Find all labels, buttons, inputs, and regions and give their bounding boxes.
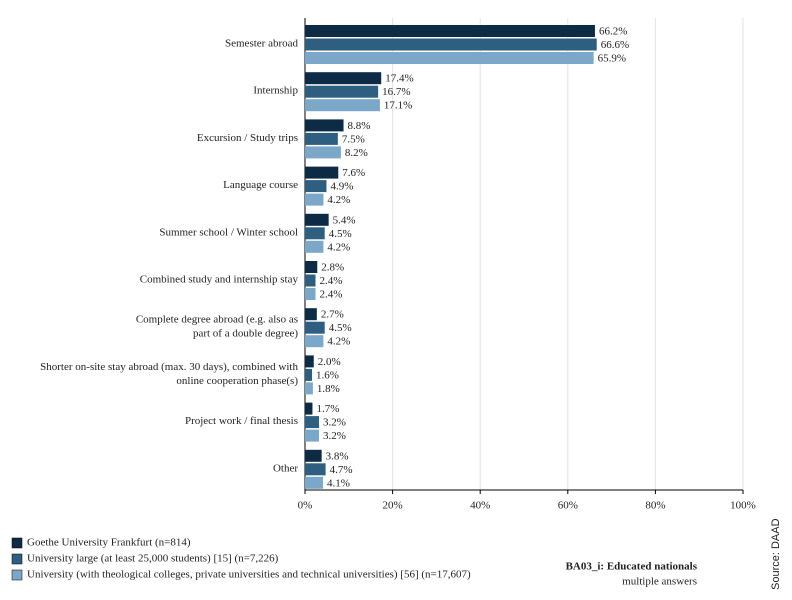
bar xyxy=(305,463,326,476)
bar xyxy=(305,119,344,132)
bar xyxy=(305,99,380,112)
value-label: 2.0% xyxy=(318,356,341,368)
x-tick-label: 60% xyxy=(558,500,578,512)
bar xyxy=(305,72,382,85)
bar xyxy=(305,240,324,253)
category-label: Language course xyxy=(223,179,298,191)
value-label: 7.6% xyxy=(342,167,365,179)
value-label: 4.2% xyxy=(327,241,350,253)
bar xyxy=(305,335,324,348)
value-label: 3.2% xyxy=(323,417,346,429)
bar xyxy=(305,274,316,287)
value-label: 4.1% xyxy=(327,477,350,489)
bar xyxy=(305,193,324,206)
category-label: online cooperation phase(s) xyxy=(176,375,298,387)
bar xyxy=(305,25,595,37)
value-label: 3.8% xyxy=(326,450,349,462)
x-tick-label: 100% xyxy=(730,500,756,512)
value-label: 8.2% xyxy=(345,147,368,159)
legend-label: University large (at least 25,000 studen… xyxy=(27,553,279,565)
category-label: Other xyxy=(273,462,298,474)
source: Source: DAAD xyxy=(770,518,782,590)
value-label: 2.7% xyxy=(321,309,344,321)
bar xyxy=(305,449,322,462)
value-label: 2.4% xyxy=(320,289,343,301)
bar xyxy=(305,180,327,193)
x-tick-label: 0% xyxy=(298,500,313,512)
bar xyxy=(305,213,329,226)
bar xyxy=(305,132,338,145)
value-label: 4.2% xyxy=(327,336,350,348)
bar xyxy=(305,261,318,273)
bar xyxy=(305,166,339,179)
bar xyxy=(305,308,317,321)
value-label: 1.7% xyxy=(316,403,339,415)
value-label: 3.2% xyxy=(323,430,346,442)
category-label: Combined study and internship stay xyxy=(140,274,299,286)
category-label: part of a double degree) xyxy=(193,328,298,340)
bar xyxy=(305,146,341,159)
value-label: 4.5% xyxy=(329,228,352,240)
category-label: Semester abroad xyxy=(225,38,298,50)
value-label: 4.7% xyxy=(330,464,353,476)
value-label: 66.2% xyxy=(599,26,627,38)
bar xyxy=(305,85,379,98)
category-label: Excursion / Study trips xyxy=(197,132,298,144)
bar xyxy=(305,321,325,334)
bar xyxy=(305,402,313,415)
category-label: Complete degree abroad (e.g. also as xyxy=(136,314,298,326)
value-label: 2.4% xyxy=(320,275,343,287)
value-label: 17.4% xyxy=(385,73,413,85)
category-label: Project work / final thesis xyxy=(185,415,298,427)
value-label: 7.5% xyxy=(342,133,365,145)
category-label: Summer school / Winter school xyxy=(159,226,298,238)
legend-label: Goethe University Frankfurt (n=814) xyxy=(27,537,191,549)
bar xyxy=(305,355,314,368)
value-label: 5.4% xyxy=(333,214,356,226)
bar xyxy=(305,52,594,64)
value-label: 4.5% xyxy=(329,322,352,334)
bar xyxy=(305,429,320,442)
legend-swatch xyxy=(11,553,23,565)
value-label: 1.8% xyxy=(317,383,340,395)
legend-swatch xyxy=(11,537,23,549)
x-tick-label: 80% xyxy=(645,500,665,512)
bar xyxy=(305,288,316,300)
value-label: 8.8% xyxy=(348,120,371,132)
value-label: 17.1% xyxy=(384,100,412,112)
value-label: 66.6% xyxy=(601,39,629,51)
category-label: Internship xyxy=(253,85,298,97)
bar xyxy=(305,476,323,489)
legend-label: University (with theological colleges, p… xyxy=(27,569,471,581)
bar xyxy=(305,416,320,429)
value-label: 65.9% xyxy=(598,53,626,65)
category-label: Shorter on-site stay abroad (max. 30 day… xyxy=(40,361,298,373)
value-label: 16.7% xyxy=(382,86,410,98)
bar xyxy=(305,368,313,381)
value-label: 1.6% xyxy=(316,369,339,381)
x-tick-label: 40% xyxy=(470,500,490,512)
note: multiple answers xyxy=(622,576,697,588)
x-tick-label: 20% xyxy=(383,500,403,512)
bar xyxy=(305,38,597,51)
note-title: BA03_i: Educated nationals xyxy=(566,561,698,573)
value-label: 2.8% xyxy=(321,262,344,274)
value-label: 4.9% xyxy=(330,181,353,193)
value-label: 4.2% xyxy=(327,194,350,206)
legend-swatch xyxy=(11,569,23,581)
bar xyxy=(305,227,325,240)
bar xyxy=(305,382,313,395)
